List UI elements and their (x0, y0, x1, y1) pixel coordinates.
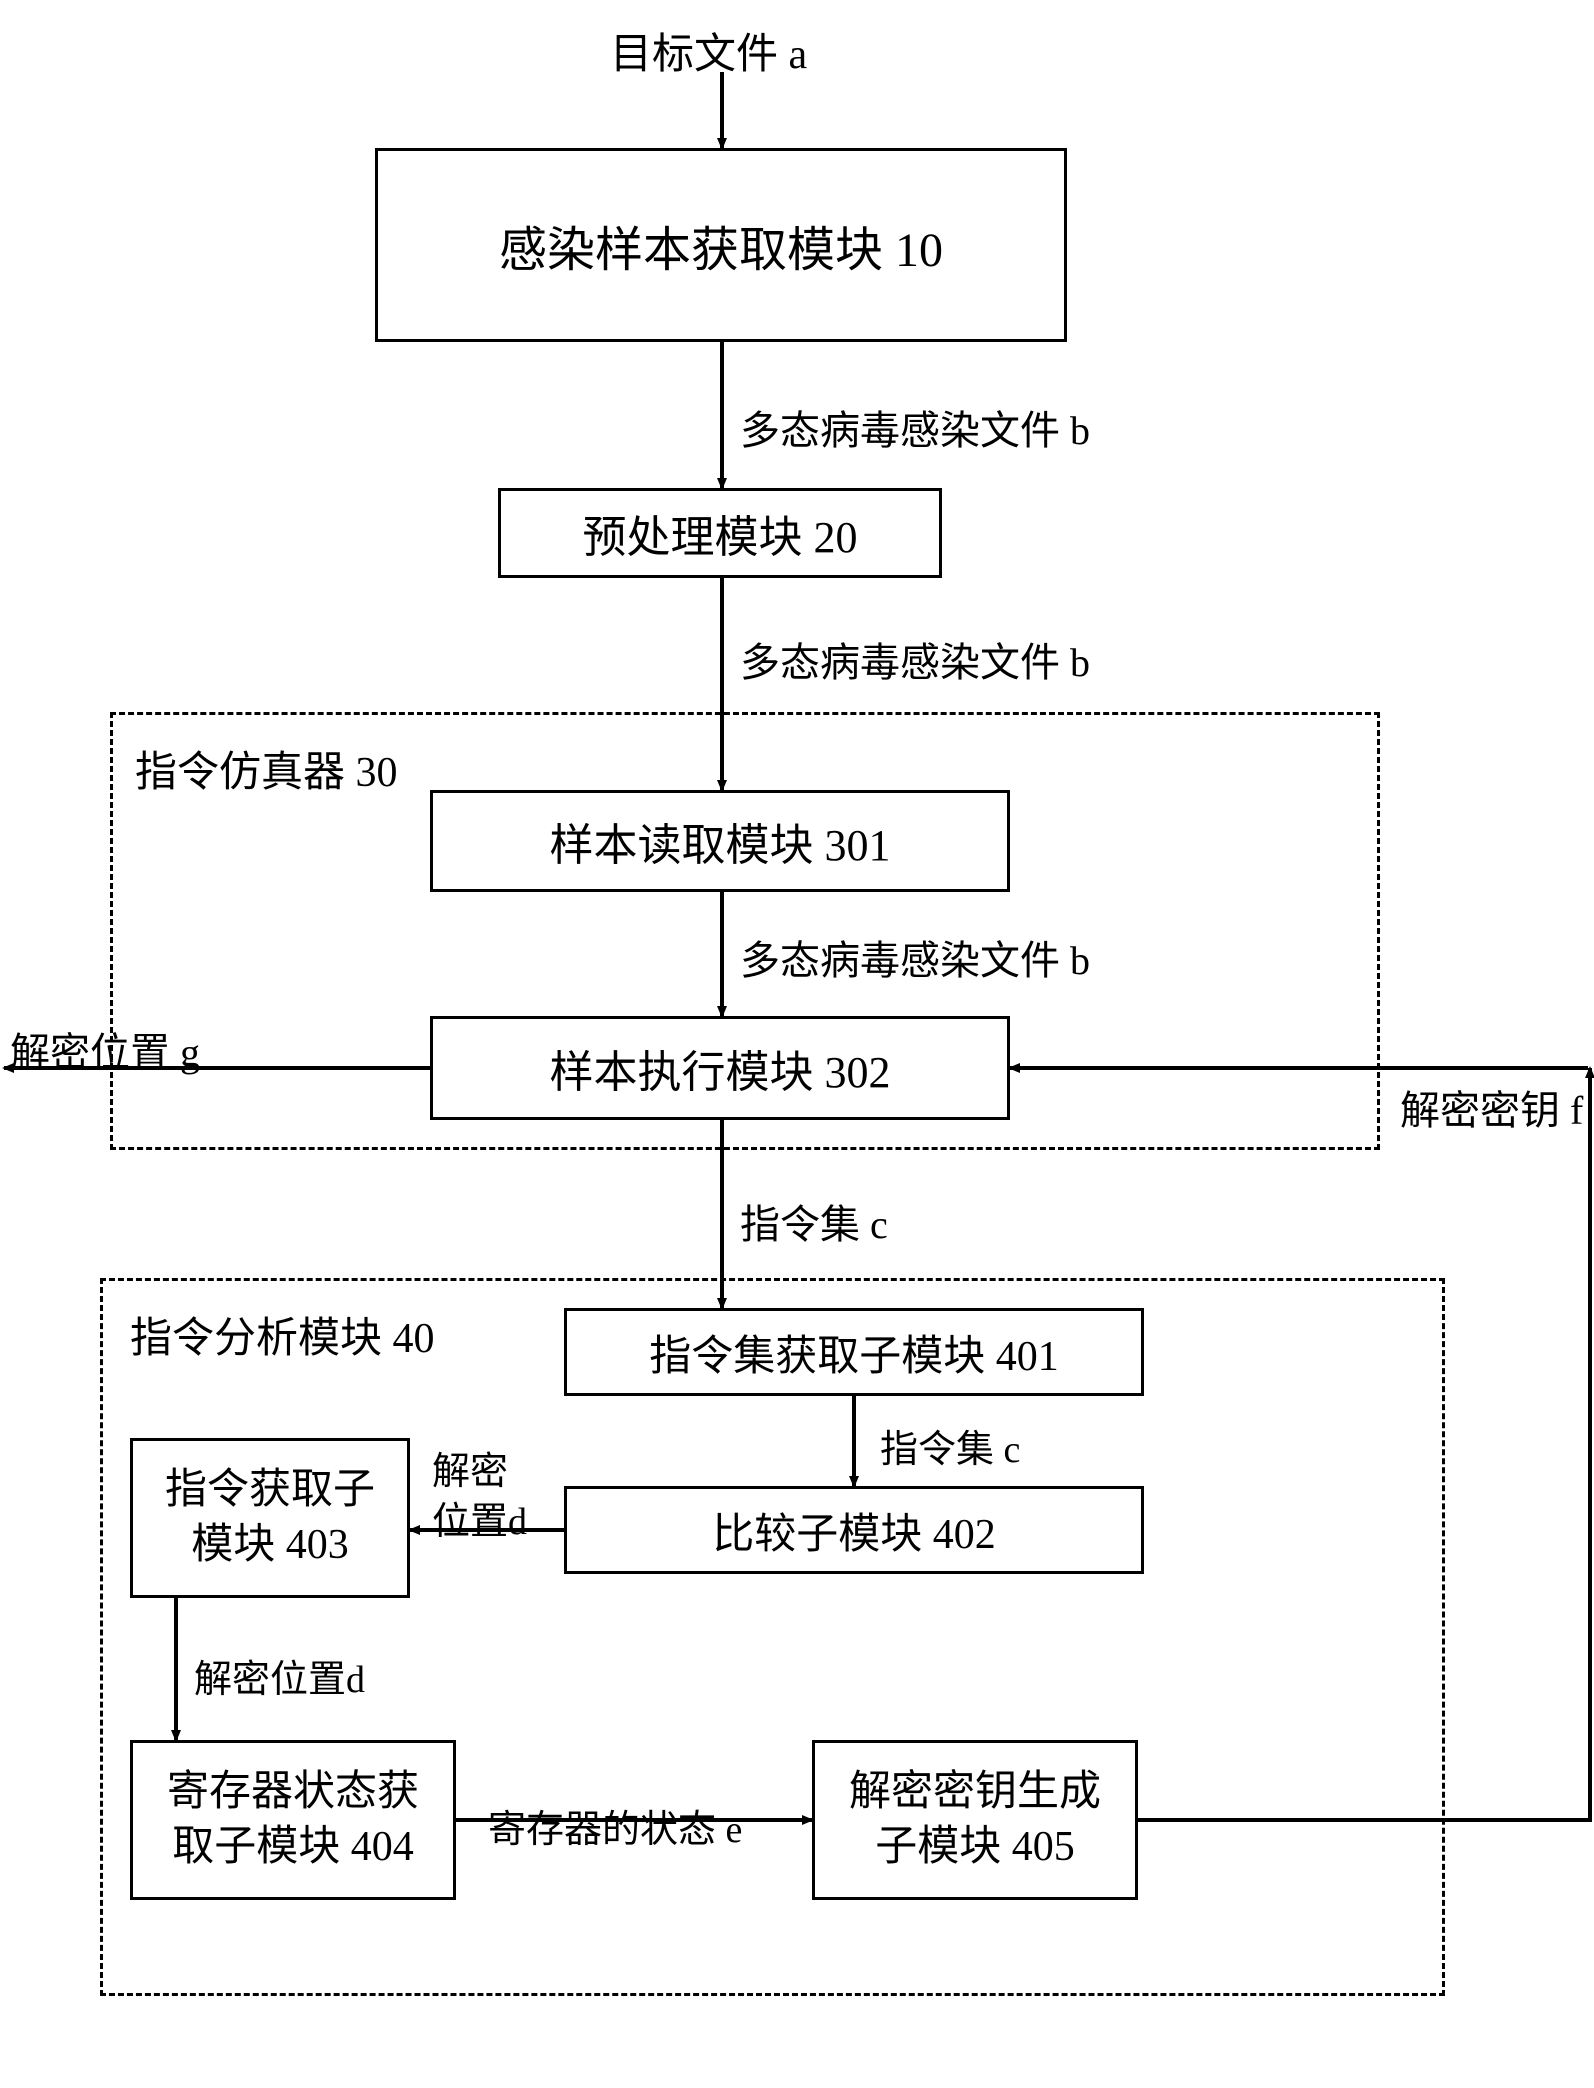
text: 预处理模块 20 (583, 501, 858, 565)
text: 样本执行模块 302 (550, 1036, 891, 1100)
input-label-a: 目标文件 a (610, 20, 807, 81)
edge-label-b2: 多态病毒感染文件 b (740, 630, 1090, 688)
text: 指令集 c (740, 1202, 888, 1247)
text: 感染样本获取模块 10 (499, 210, 943, 280)
text: 解密密钥 f (1400, 1088, 1583, 1133)
text: 多态病毒感染文件 b (740, 408, 1090, 453)
edge-label-e: 寄存器的状态 e (488, 1798, 742, 1853)
text: 多态病毒感染文件 b (740, 640, 1090, 685)
text: 指令仿真器 30 (135, 750, 398, 796)
edge-label-d1a: 解密 (432, 1440, 508, 1495)
text: 指令集 c (880, 1429, 1020, 1471)
text: 样本读取模块 301 (550, 809, 891, 873)
text-line2: 模块 403 (191, 1518, 349, 1573)
text: 解密位置d (194, 1659, 365, 1701)
text: 位置d (432, 1501, 527, 1543)
text: 比较子模块 402 (712, 1500, 996, 1561)
text: 指令集获取子模块 401 (649, 1322, 1059, 1383)
box-20: 预处理模块 20 (498, 488, 942, 578)
edge-label-b3: 多态病毒感染文件 b (740, 928, 1090, 986)
box-10: 感染样本获取模块 10 (375, 148, 1067, 342)
text-line1: 寄存器状态获 (167, 1765, 419, 1820)
text-line1: 指令获取子 (165, 1463, 375, 1518)
edge-label-c2: 指令集 c (880, 1418, 1020, 1473)
text-line2: 子模块 405 (875, 1820, 1075, 1875)
group-30-label: 指令仿真器 30 (135, 738, 398, 799)
box-404: 寄存器状态获 取子模块 404 (130, 1740, 456, 1900)
text: 解密位置 g (10, 1030, 200, 1075)
text: 多态病毒感染文件 b (740, 938, 1090, 983)
box-401: 指令集获取子模块 401 (564, 1308, 1144, 1396)
text: 指令分析模块 40 (130, 1316, 435, 1362)
group-40-label: 指令分析模块 40 (130, 1304, 435, 1365)
box-301: 样本读取模块 301 (430, 790, 1010, 892)
text: 寄存器的状态 e (488, 1809, 742, 1851)
box-402: 比较子模块 402 (564, 1486, 1144, 1574)
edge-label-b1: 多态病毒感染文件 b (740, 398, 1090, 456)
edge-label-d2: 解密位置d (194, 1648, 365, 1703)
box-405: 解密密钥生成 子模块 405 (812, 1740, 1138, 1900)
text: 解密 (432, 1451, 508, 1493)
flowchart-canvas: 目标文件 a 感染样本获取模块 10 多态病毒感染文件 b 预处理模块 20 多… (0, 0, 1594, 2088)
box-403: 指令获取子 模块 403 (130, 1438, 410, 1598)
text-line1: 解密密钥生成 (849, 1765, 1101, 1820)
box-302: 样本执行模块 302 (430, 1016, 1010, 1120)
text-line2: 取子模块 404 (172, 1820, 414, 1875)
output-label-g: 解密位置 g (10, 1020, 200, 1078)
text: 目标文件 a (610, 32, 807, 78)
edge-label-d1b: 位置d (432, 1490, 527, 1545)
input-label-f: 解密密钥 f (1400, 1078, 1583, 1136)
edge-label-c1: 指令集 c (740, 1192, 888, 1250)
